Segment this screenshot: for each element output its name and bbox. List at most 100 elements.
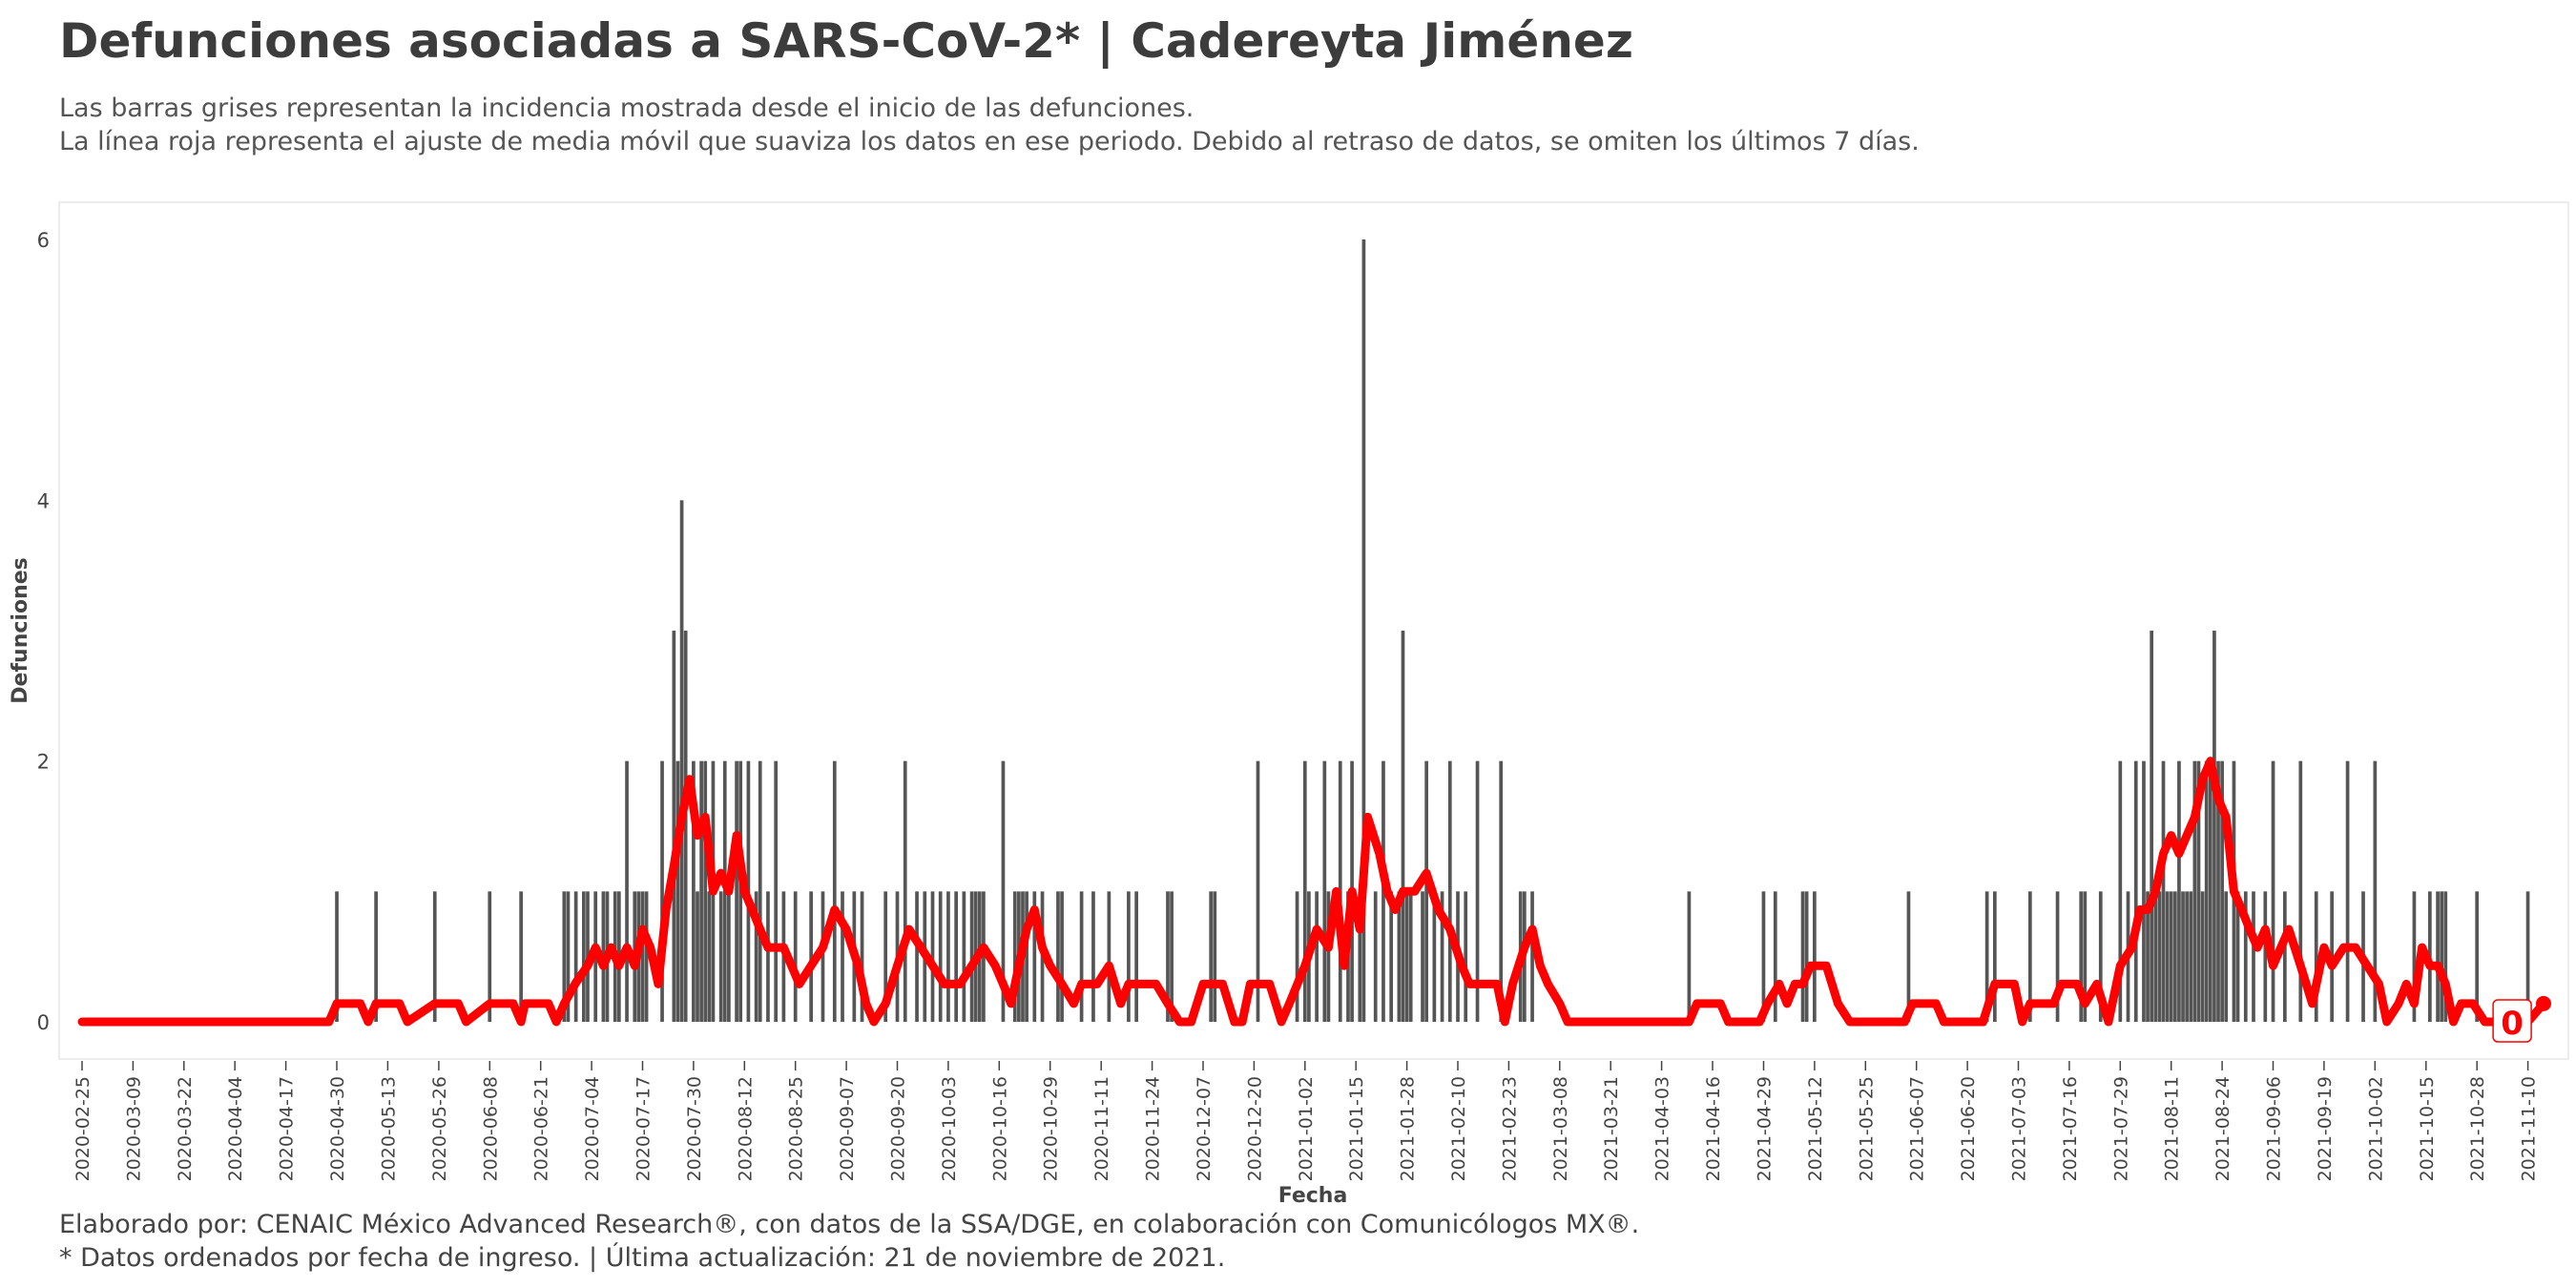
bar <box>841 891 844 1022</box>
bar <box>860 891 864 1022</box>
bar <box>1984 891 1989 1022</box>
bar <box>1361 239 1366 1022</box>
bar <box>2298 760 2303 1022</box>
bar <box>644 891 649 1022</box>
bar <box>625 760 629 1022</box>
x-tick-label: 2021-05-12 <box>1805 1076 1826 1181</box>
bar <box>2161 760 2166 1022</box>
bar <box>640 891 645 1022</box>
x-tick-label: 2020-05-26 <box>429 1076 450 1181</box>
bar <box>672 631 676 1022</box>
bar <box>2412 891 2417 1022</box>
bar <box>707 891 712 1022</box>
x-tick-label: 2021-03-21 <box>1601 1076 1622 1181</box>
bar <box>2436 891 2440 1022</box>
x-tick-label: 2020-08-12 <box>735 1076 756 1181</box>
x-tick-label: 2021-08-11 <box>2162 1076 2183 1181</box>
bar <box>938 891 943 1022</box>
x-tick-label: 2021-03-08 <box>1550 1076 1571 1181</box>
bar <box>1687 891 1692 1022</box>
x-tick-label: 2020-07-04 <box>582 1076 603 1181</box>
bar <box>2200 891 2205 1022</box>
plot-frame <box>58 201 2569 1060</box>
bar <box>766 891 770 1022</box>
x-tick-label: 2021-01-15 <box>1346 1076 1367 1181</box>
bar <box>821 891 825 1022</box>
bar <box>1813 891 1817 1022</box>
bar <box>1315 891 1319 1022</box>
x-tick-label: 2021-07-29 <box>2110 1076 2131 1181</box>
bar <box>1170 891 1174 1022</box>
bar <box>1060 891 1064 1022</box>
bar <box>692 760 696 1022</box>
bar <box>2235 891 2240 1022</box>
bar <box>2055 891 2060 1022</box>
x-tick-label: 2021-08-24 <box>2212 1076 2233 1181</box>
bar <box>488 891 492 1022</box>
x-tick-label: 2021-02-23 <box>1499 1076 1520 1181</box>
chart-title: Defunciones asociadas a SARS-CoV-2* | Ca… <box>59 13 1633 69</box>
bar <box>1091 891 1095 1022</box>
x-tick-label: 2021-10-28 <box>2467 1076 2488 1181</box>
bar <box>809 891 813 1022</box>
bar <box>1213 891 1217 1022</box>
bar <box>1464 891 1468 1022</box>
bar <box>1761 891 1766 1022</box>
bar <box>2475 891 2480 1022</box>
bar <box>519 891 523 1022</box>
bar <box>954 891 958 1022</box>
x-tick-label: 2020-11-11 <box>1091 1076 1112 1181</box>
x-tick-label: 2021-04-03 <box>1652 1076 1673 1181</box>
bar <box>2079 891 2084 1022</box>
bar <box>1012 891 1017 1022</box>
bar <box>2373 760 2378 1022</box>
bar <box>432 891 437 1022</box>
bar <box>2146 891 2150 1022</box>
bar <box>1773 891 1777 1022</box>
x-tick-label: 2021-04-29 <box>1755 1076 1776 1181</box>
bar <box>2243 891 2248 1022</box>
bar <box>1404 891 1409 1022</box>
last-value-marker: 0 <box>2492 995 2551 1043</box>
x-tick-label: 2021-06-07 <box>1907 1076 1928 1181</box>
bar <box>2172 891 2177 1022</box>
y-tick-label: 6 <box>37 229 50 252</box>
x-tick-label: 2021-09-06 <box>2264 1076 2285 1181</box>
x-tick-label: 2021-01-28 <box>1398 1076 1419 1181</box>
x-tick-label: 2020-04-04 <box>225 1076 246 1181</box>
bar <box>915 891 919 1022</box>
bar <box>1127 891 1131 1022</box>
bar <box>1166 891 1170 1022</box>
bar <box>374 891 378 1022</box>
bar <box>1408 891 1413 1022</box>
bar <box>582 891 586 1022</box>
bar <box>1447 760 1452 1022</box>
bar <box>982 891 986 1022</box>
bar <box>735 760 738 1022</box>
bar <box>2150 631 2154 1022</box>
bar <box>2252 891 2255 1022</box>
bar <box>1424 760 1428 1022</box>
x-tick-label: 2021-05-25 <box>1856 1076 1877 1181</box>
caption-credits: Elaborado por: CENAIC México Advanced Re… <box>59 1210 1640 1239</box>
x-tick-label: 2021-02-10 <box>1448 1076 1469 1181</box>
x-tick-label: 2020-04-17 <box>277 1076 298 1181</box>
y-tick-label: 0 <box>37 1011 50 1034</box>
bar <box>562 891 567 1022</box>
bar <box>2216 760 2220 1022</box>
bar <box>727 891 731 1022</box>
bar <box>1440 891 1444 1022</box>
bar <box>1209 891 1214 1022</box>
bar <box>1056 891 1060 1022</box>
bar <box>683 631 688 1022</box>
bar <box>2098 891 2103 1022</box>
bar <box>2212 631 2216 1022</box>
bar <box>2192 760 2197 1022</box>
x-tick-label: 2021-11-10 <box>2519 1076 2540 1181</box>
bar <box>1134 891 1138 1022</box>
bar <box>1107 891 1111 1022</box>
x-tick-label: 2020-04-30 <box>327 1076 348 1181</box>
bar <box>1295 891 1299 1022</box>
bar <box>2314 891 2318 1022</box>
x-axis: 2020-02-25 2020-03-09 2020-03-22 2020-04-04… <box>73 1061 2540 1181</box>
